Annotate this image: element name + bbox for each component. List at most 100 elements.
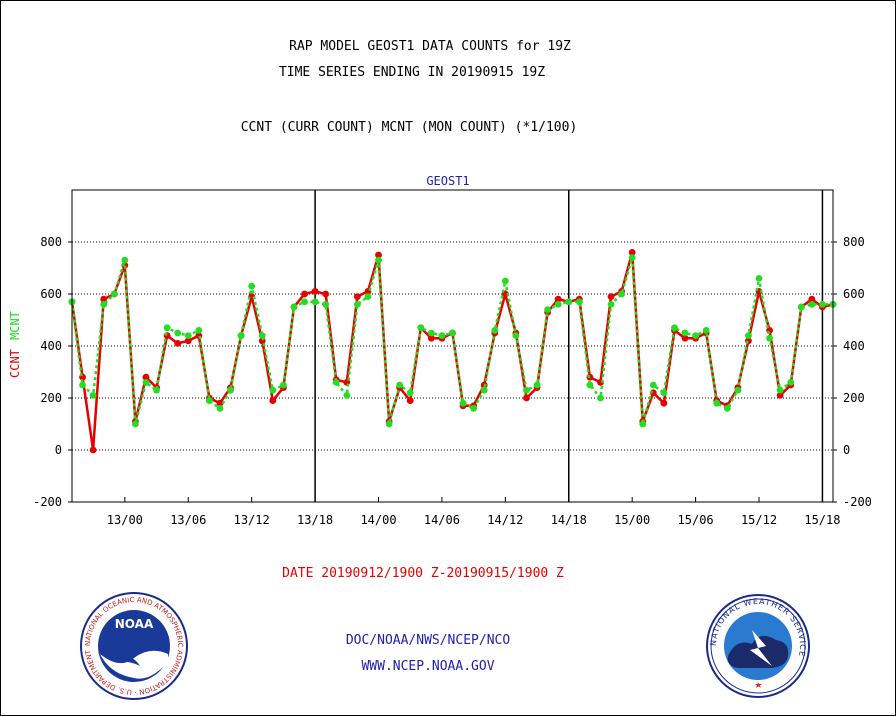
data-point-ccnt [216, 399, 224, 407]
xtick-label: 14/12 [487, 513, 523, 527]
data-point-mcnt [586, 381, 594, 389]
y-tick-labels: -200 -200 0 0 200 200 400 400 600 600 800 800 [33, 235, 872, 509]
ytick-label-left: -200 [33, 495, 62, 509]
data-point-ccnt [89, 446, 97, 454]
data-point-mcnt [406, 389, 414, 397]
data-point-mcnt [290, 303, 298, 311]
data-point-ccnt [427, 334, 435, 342]
chart-title-line2: TIME SERIES ENDING IN 20190915 19Z [278, 65, 546, 80]
data-point-mcnt [438, 332, 446, 339]
data-point-mcnt [554, 301, 562, 308]
data-point-ccnt [142, 373, 150, 381]
chart-title-line1: RAP MODEL GEOST1 DATA COUNTS for 19Z [289, 39, 571, 54]
xtick-label: 14/00 [360, 513, 396, 527]
day-dividers [314, 190, 824, 502]
xtick-label: 15/06 [678, 513, 714, 527]
series-lines [68, 249, 837, 454]
data-point-mcnt [797, 303, 805, 311]
data-point-mcnt [649, 381, 657, 389]
data-point-mcnt [110, 290, 118, 298]
data-point-mcnt [79, 381, 86, 389]
data-point-mcnt [766, 334, 773, 342]
data-point-mcnt [322, 301, 330, 308]
data-point-mcnt [396, 381, 404, 389]
data-point-ccnt [607, 293, 615, 300]
data-point-mcnt [142, 379, 150, 386]
ytick-label-right: 600 [843, 287, 865, 301]
data-point-mcnt [533, 381, 541, 389]
ytick-label-right: 800 [843, 235, 865, 249]
data-point-ccnt [269, 397, 277, 404]
data-point-mcnt [206, 397, 213, 404]
data-point-mcnt [195, 327, 203, 334]
data-point-mcnt [163, 324, 171, 332]
series-mcnt [68, 254, 837, 428]
panel-title: GEOST1 [426, 174, 469, 188]
xtick-label: 13/06 [170, 513, 206, 527]
xtick-label: 13/00 [107, 513, 143, 527]
ytick-label-left: 0 [55, 443, 62, 457]
data-point-mcnt [89, 392, 97, 399]
data-point-mcnt [279, 381, 287, 389]
ytick-label-left: 800 [40, 235, 62, 249]
data-point-mcnt [311, 298, 319, 306]
org-label: DOC/NOAA/NWS/NCEP/NCO [345, 633, 511, 648]
data-point-mcnt [702, 327, 710, 334]
data-point-ccnt [184, 337, 192, 345]
data-point-mcnt [174, 329, 182, 337]
ytick-label-right: 0 [843, 443, 850, 457]
data-point-mcnt [427, 329, 435, 337]
data-point-mcnt [671, 324, 678, 332]
data-point-mcnt [343, 392, 351, 399]
data-point-ccnt [406, 397, 414, 404]
x-tick-labels: 13/00 13/06 13/12 13/18 14/00 14/06 14/12 14/18… [107, 513, 841, 527]
data-point-mcnt [491, 327, 499, 334]
data-point-ccnt [100, 295, 108, 303]
data-point-mcnt [618, 290, 626, 298]
data-point-mcnt [459, 399, 467, 407]
website-link[interactable]: WWW.NCEP.NOAA.GOV [361, 659, 495, 674]
data-point-mcnt [237, 332, 245, 339]
ytick-label-right: 400 [843, 339, 865, 353]
data-point-ccnt [301, 290, 308, 298]
data-point-mcnt [692, 332, 699, 339]
data-point-mcnt [184, 332, 192, 339]
data-point-mcnt [565, 298, 573, 306]
ytick-label-left: 400 [40, 339, 62, 353]
data-point-mcnt [639, 420, 647, 428]
data-point-ccnt [523, 394, 530, 402]
xtick-label: 14/06 [424, 513, 460, 527]
data-point-mcnt [258, 332, 266, 339]
data-point-mcnt [332, 379, 340, 386]
data-point-mcnt [301, 298, 308, 306]
data-point-mcnt [153, 386, 160, 394]
data-point-mcnt [597, 394, 604, 402]
ytick-label-right: 200 [843, 391, 865, 405]
xtick-label: 15/12 [741, 513, 777, 527]
ytick-label-left: 600 [40, 287, 62, 301]
ylabel-mcnt: MCNT [8, 311, 22, 340]
data-point-mcnt [808, 301, 816, 308]
data-point-mcnt [713, 399, 721, 407]
data-point-mcnt [723, 405, 731, 412]
xtick-label: 14/18 [551, 513, 587, 527]
ylabel-ccnt: CCNT [8, 349, 22, 378]
data-point-mcnt [248, 282, 256, 290]
data-point-mcnt [132, 420, 139, 428]
ytick-label-left: 200 [40, 391, 62, 405]
data-point-mcnt [660, 389, 668, 397]
data-point-mcnt [227, 386, 234, 394]
data-point-ccnt [681, 334, 689, 342]
data-point-mcnt [385, 420, 393, 428]
noaa-text: NOAA [115, 617, 154, 631]
noaa-logo: NATIONAL OCEANIC AND ATMOSPHERIC ADMINIS… [80, 592, 188, 700]
series-line-ccnt [70, 252, 834, 451]
data-point-mcnt [512, 332, 520, 339]
data-point-ccnt [353, 293, 361, 300]
data-point-ccnt [808, 295, 816, 303]
data-point-mcnt [607, 301, 615, 308]
data-point-mcnt [375, 256, 382, 264]
chart-subtitle: CCNT (CURR COUNT) MCNT (MON COUNT) (*1/1… [240, 120, 578, 135]
data-point-mcnt [121, 256, 129, 264]
